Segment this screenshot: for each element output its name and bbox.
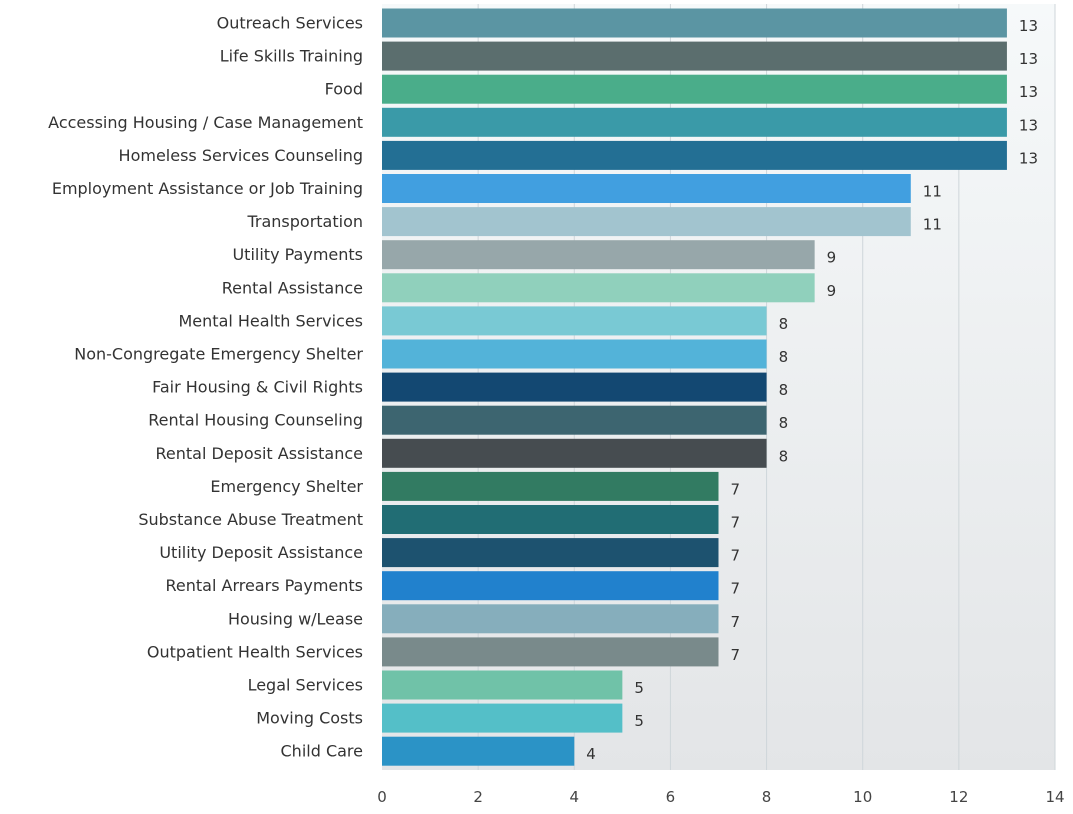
value-label: 13	[1019, 50, 1038, 68]
bar	[382, 140, 1007, 170]
category-label: Child Care	[281, 742, 364, 761]
bar	[382, 703, 623, 733]
bar	[382, 604, 719, 634]
value-label: 9	[827, 282, 837, 300]
value-label: 13	[1019, 83, 1038, 101]
bar	[382, 74, 1007, 104]
x-tick-label: 2	[473, 788, 483, 806]
category-label: Rental Arrears Payments	[166, 576, 364, 595]
bar	[382, 107, 1007, 137]
value-label: 8	[779, 381, 789, 399]
category-label: Housing w/Lease	[228, 609, 363, 628]
value-label: 8	[779, 447, 789, 465]
bar	[382, 736, 575, 766]
category-label: Food	[325, 80, 363, 99]
category-label: Rental Deposit Assistance	[156, 444, 364, 463]
value-label: 7	[731, 514, 741, 532]
value-label: 7	[731, 646, 741, 664]
value-label: 4	[586, 745, 596, 763]
bar	[382, 240, 815, 270]
category-label: Legal Services	[248, 676, 363, 695]
category-label: Rental Housing Counseling	[148, 411, 363, 430]
category-label: Mental Health Services	[179, 311, 364, 330]
category-label: Emergency Shelter	[210, 477, 363, 496]
value-label: 7	[731, 613, 741, 631]
category-label: Utility Payments	[232, 245, 363, 264]
x-tick-label: 8	[762, 788, 772, 806]
value-label: 13	[1019, 116, 1038, 134]
x-tick-label: 12	[949, 788, 968, 806]
value-label: 7	[731, 547, 741, 565]
bar	[382, 174, 911, 203]
value-label: 5	[634, 712, 644, 730]
value-label: 8	[779, 348, 789, 366]
category-label: Life Skills Training	[220, 47, 363, 66]
value-label: 13	[1019, 17, 1038, 35]
category-label: Non-Congregate Emergency Shelter	[74, 345, 363, 364]
bar	[382, 273, 815, 303]
bar	[382, 41, 1007, 71]
category-label: Substance Abuse Treatment	[138, 510, 363, 529]
value-label: 7	[731, 580, 741, 598]
value-label: 11	[923, 183, 942, 201]
x-tick-label: 10	[853, 788, 872, 806]
category-labels: Outreach Services Life Skills Training Foo…	[48, 14, 363, 761]
category-label: Rental Assistance	[222, 278, 363, 297]
category-label: Homeless Services Counseling	[119, 146, 363, 165]
value-label: 8	[779, 414, 789, 432]
category-label: Employment Assistance or Job Training	[52, 179, 363, 198]
category-label: Utility Deposit Assistance	[159, 543, 363, 562]
bar	[382, 471, 719, 501]
value-labels: 13 13 13 13 13 11 11 9 9 8 8 8 8 8 7 7 7 7 7 7 5 5 4	[586, 17, 1038, 763]
category-label: Accessing Housing / Case Management	[48, 113, 363, 132]
value-label: 5	[634, 679, 644, 697]
bars	[382, 8, 1007, 766]
x-axis-ticks: 0 2 4 6 8 10 12 14	[377, 788, 1064, 806]
bar	[382, 207, 911, 237]
value-label: 9	[827, 249, 837, 267]
category-label: Outpatient Health Services	[147, 642, 363, 661]
x-tick-label: 6	[666, 788, 676, 806]
bar	[382, 372, 767, 402]
bar	[382, 306, 767, 336]
bar	[382, 405, 767, 435]
bar	[382, 505, 719, 534]
x-tick-label: 4	[570, 788, 580, 806]
bar	[382, 637, 719, 667]
bar	[382, 538, 719, 568]
value-label: 8	[779, 315, 789, 333]
category-label: Fair Housing & Civil Rights	[152, 378, 363, 397]
x-tick-label: 0	[377, 788, 387, 806]
value-label: 11	[923, 216, 942, 234]
category-label: Outreach Services	[217, 14, 363, 33]
bar	[382, 438, 767, 468]
bar	[382, 339, 767, 369]
x-tick-label: 14	[1045, 788, 1064, 806]
value-label: 13	[1019, 149, 1038, 167]
value-label: 7	[731, 480, 741, 498]
bar	[382, 670, 623, 700]
category-label: Transportation	[246, 212, 363, 231]
category-label: Moving Costs	[256, 709, 363, 728]
bar	[382, 8, 1007, 38]
bar	[382, 571, 719, 601]
